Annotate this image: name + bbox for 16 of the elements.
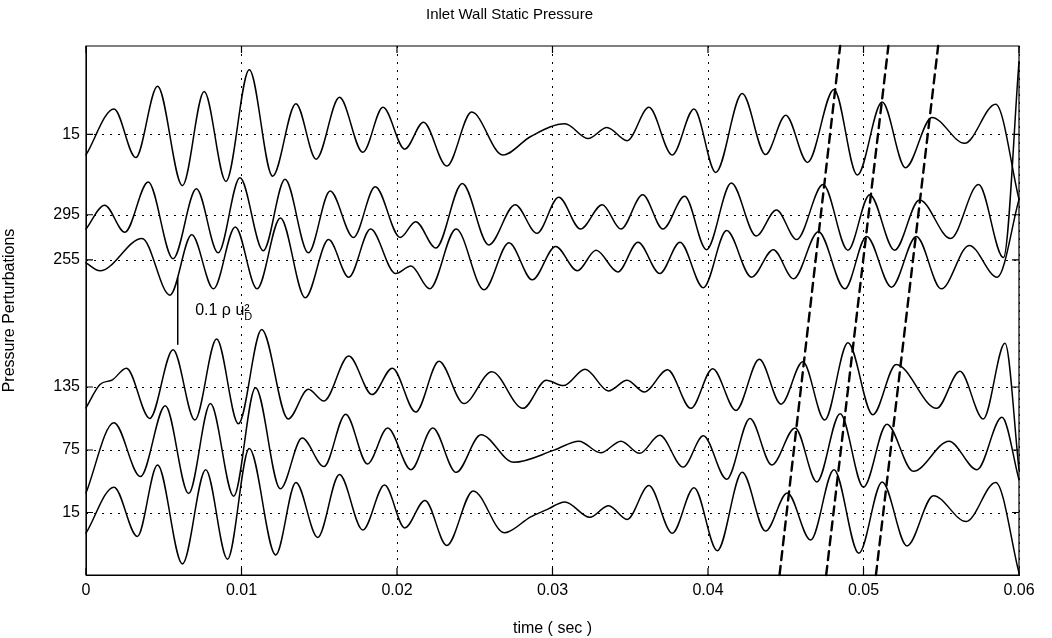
legend-label: 75 <box>62 440 81 458</box>
x-tick-label: 0.03 <box>536 581 569 599</box>
x-tick-label: 0.04 <box>692 581 724 599</box>
legend-label: 255 <box>53 250 81 268</box>
legend-label: 295 <box>53 205 81 223</box>
chart-title: Inlet Wall Static Pressure <box>426 5 593 23</box>
x-tick-label: 0.05 <box>847 581 880 599</box>
x-tick-label: 0 <box>81 581 91 599</box>
legend-label: 15 <box>62 124 81 142</box>
legend-label: 15 <box>62 502 81 520</box>
x-tick-label: 0.02 <box>381 581 413 599</box>
x-tick-label: 0.06 <box>1003 581 1035 599</box>
legend-label: 135 <box>53 377 81 395</box>
x-tick-label: 0.01 <box>225 581 258 599</box>
y-axis-title: Pressure Perturbations <box>0 228 18 393</box>
x-axis-title: time ( sec ) <box>512 618 593 636</box>
